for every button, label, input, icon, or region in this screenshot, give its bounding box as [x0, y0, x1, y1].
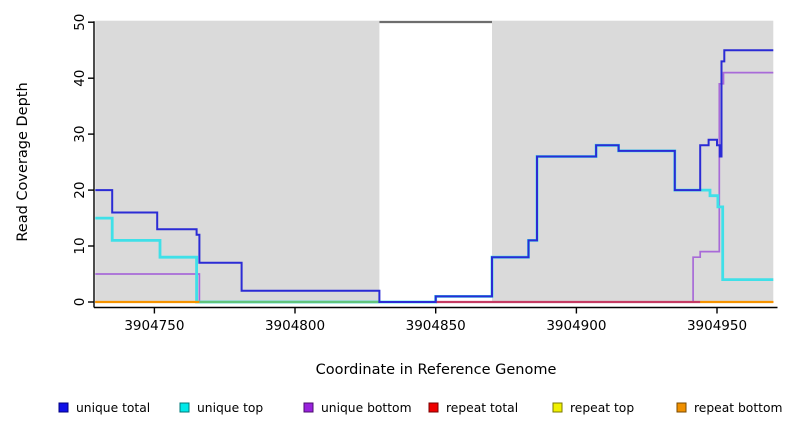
y-axis-title: Read Coverage Depth — [15, 82, 31, 241]
legend-swatch-unique-top — [179, 402, 190, 413]
legend-label: repeat bottom — [694, 401, 782, 415]
legend-label: unique top — [197, 401, 263, 415]
legend-swatch-unique-total — [58, 402, 69, 413]
legend-label: repeat total — [446, 401, 518, 415]
x-tick-label: 3904950 — [687, 318, 747, 334]
y-tick-label: 10 — [72, 237, 88, 254]
legend-swatch-unique-bottom — [303, 402, 314, 413]
legend-label: unique total — [76, 401, 150, 415]
y-tick-label: 0 — [72, 298, 88, 307]
x-tick-label: 3904900 — [546, 318, 606, 334]
legend-label: unique bottom — [321, 401, 412, 415]
y-tick-label: 30 — [72, 126, 88, 143]
legend-swatch-repeat-total — [428, 402, 439, 413]
x-tick-label: 3904750 — [124, 318, 184, 334]
series-unique-bottom — [95, 71, 774, 303]
y-tick-label: 40 — [72, 70, 88, 87]
x-tick-label: 3904850 — [406, 318, 466, 334]
series-unique-total — [95, 49, 774, 303]
legend-swatch-repeat-bottom — [676, 402, 687, 413]
x-tick-label: 3904800 — [265, 318, 325, 334]
shaded-band — [95, 20, 380, 302]
legend-label: repeat top — [570, 401, 634, 415]
legend-swatch-repeat-top — [552, 402, 563, 413]
x-axis-title: Coordinate in Reference Genome — [316, 362, 557, 378]
y-tick-label: 50 — [72, 14, 88, 31]
shaded-band — [492, 20, 774, 302]
y-tick-label: 20 — [72, 182, 88, 199]
